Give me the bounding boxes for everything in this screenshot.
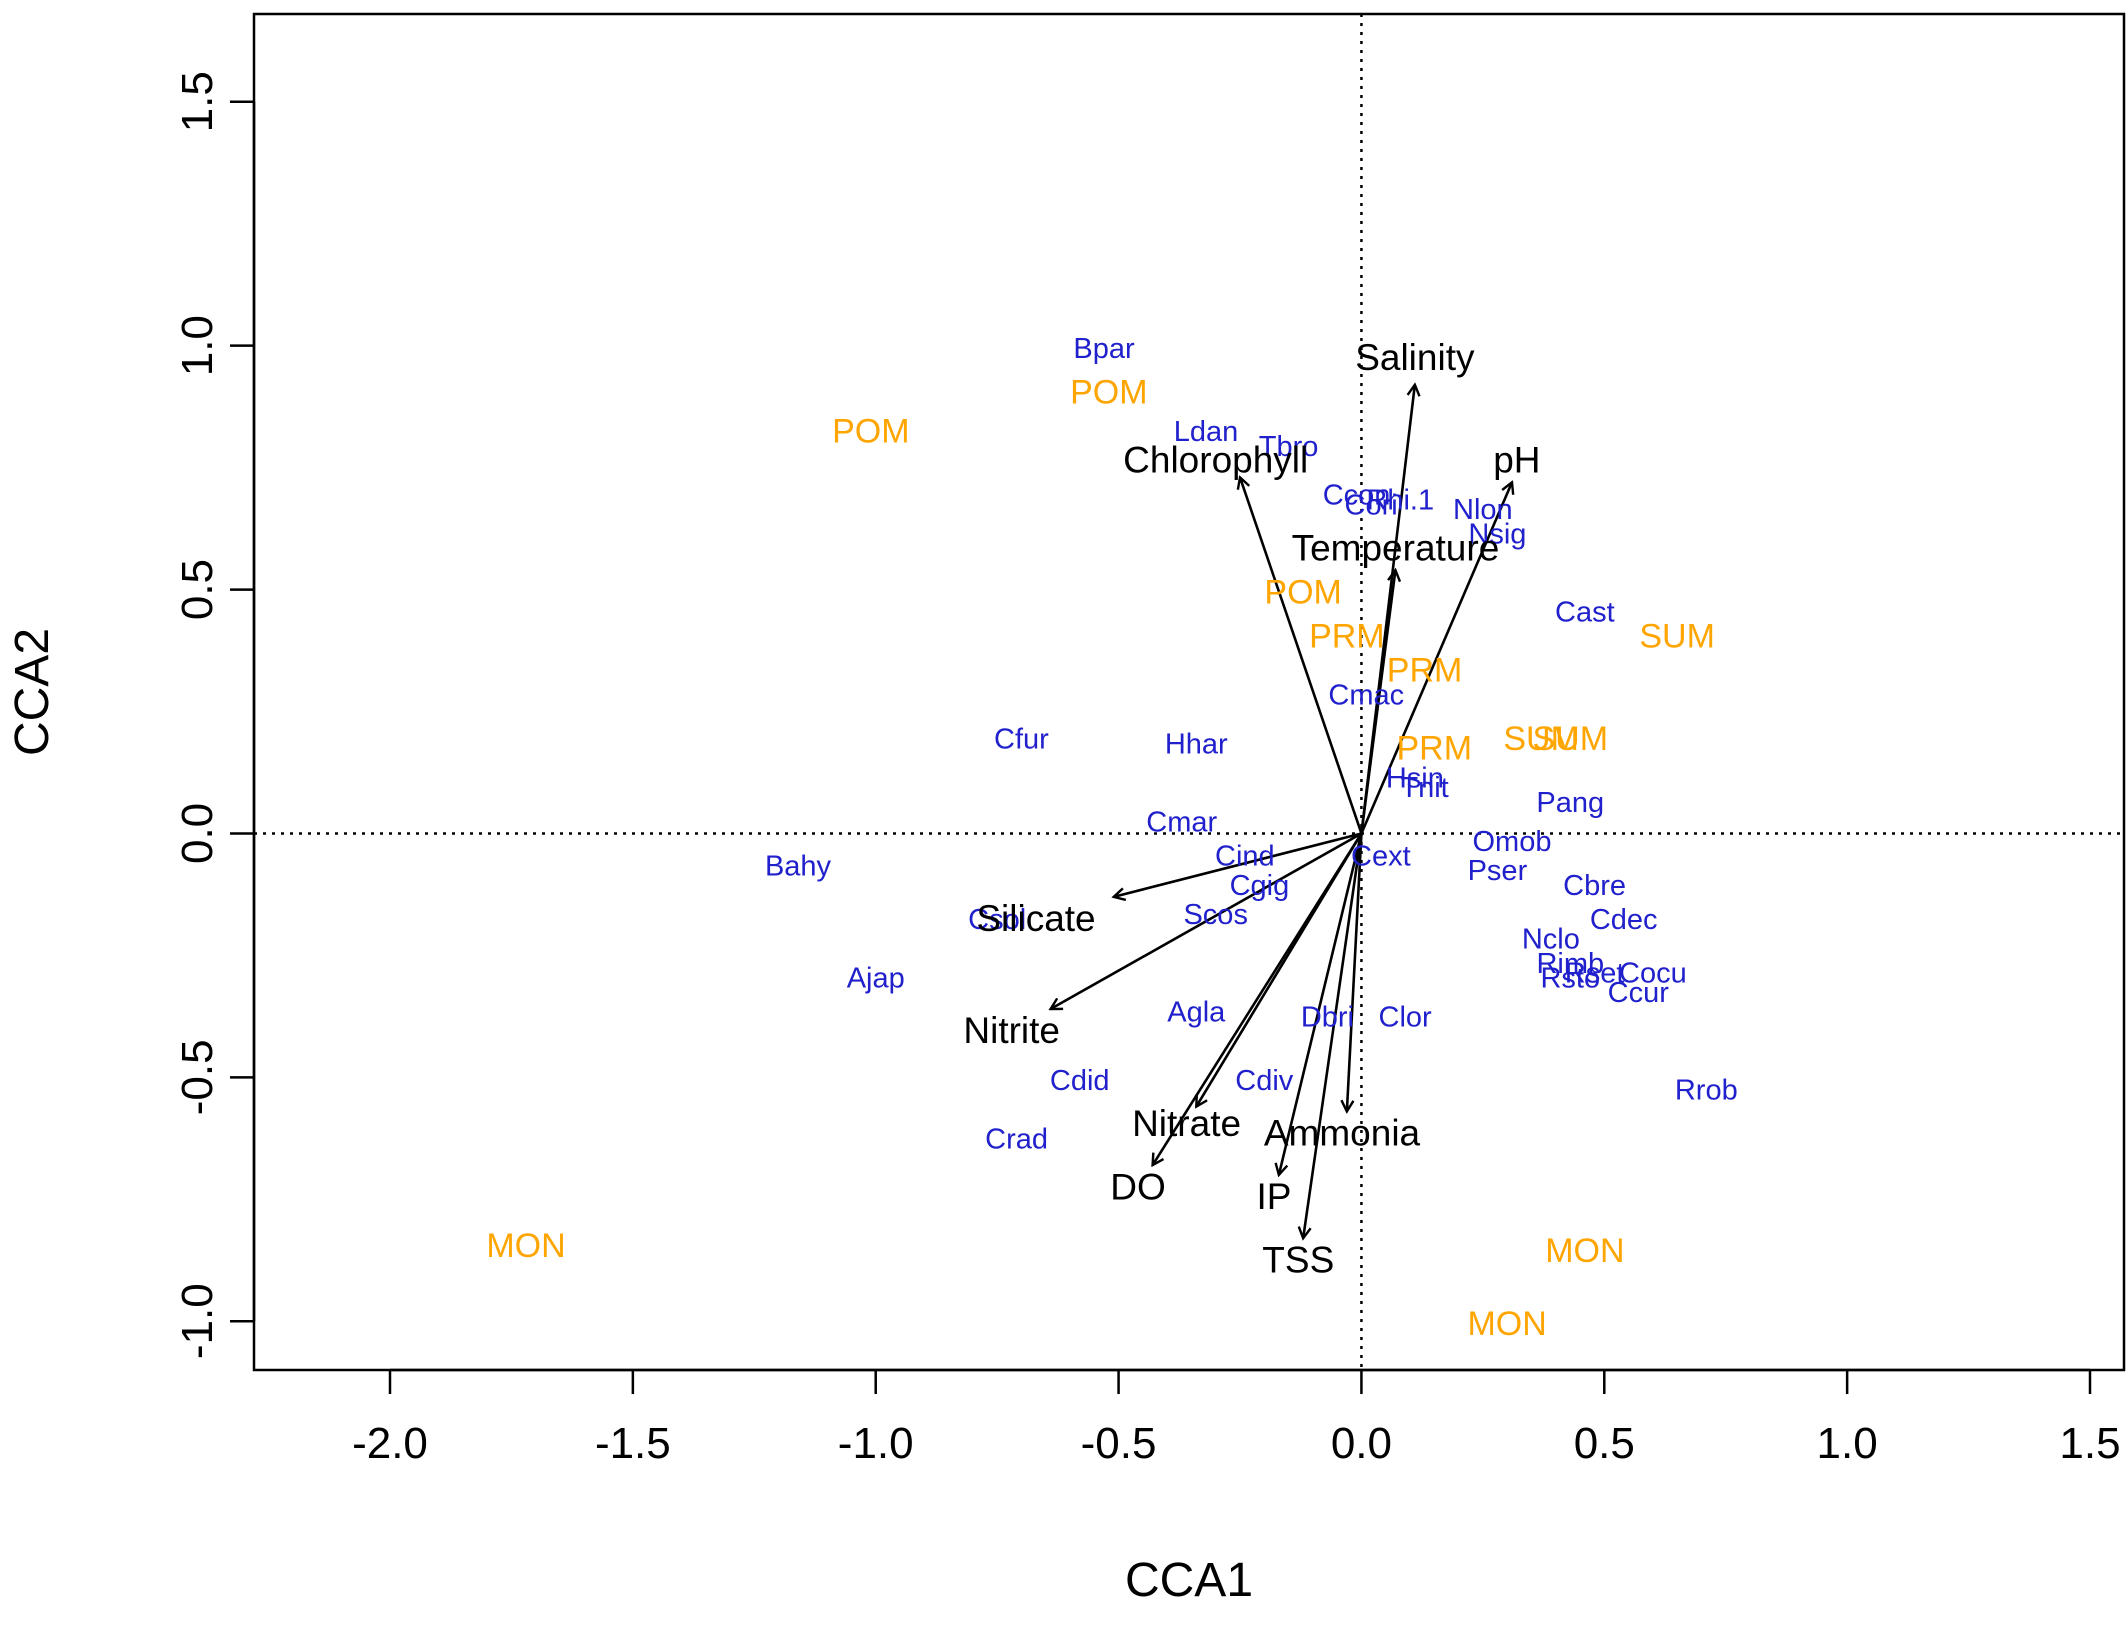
x-tick-label: -1.0 [838, 1419, 914, 1468]
env-label: TSS [1262, 1239, 1334, 1280]
species-point: Rrob [1675, 1075, 1738, 1107]
species-point: Ajap [847, 962, 905, 994]
sample-point: PRM [1387, 651, 1463, 689]
species-point: Rhi.1 [1366, 484, 1434, 516]
x-axis: -2.0 -1.5 -1.0 -0.5 0.0 0.5 1.0 1.5 [352, 1368, 2121, 1468]
species-point: Nsig [1468, 519, 1526, 551]
sample-point: SUM [1533, 720, 1609, 758]
species-point: Cmar [1146, 806, 1217, 838]
sample-point: PRM [1309, 617, 1385, 655]
env-arrow [1051, 832, 1363, 1009]
sample-point: POM [832, 412, 909, 450]
env-arrow [1279, 833, 1363, 1174]
env-arrow [1360, 570, 1395, 834]
sample-point: MON [1545, 1232, 1624, 1270]
species-point: Nlon [1453, 494, 1513, 526]
x-tick-label: 1.5 [2059, 1419, 2120, 1468]
env-arrow [1240, 477, 1363, 834]
sample-point: MON [1467, 1305, 1546, 1343]
species-point: Crad [985, 1123, 1048, 1155]
sample-point: PRM [1397, 730, 1473, 768]
species-point: Cind [1215, 840, 1275, 872]
species-point: Cfur [994, 723, 1049, 755]
species-point: Scos [1183, 899, 1247, 931]
x-tick-label: 1.0 [1817, 1419, 1878, 1468]
sample-point: POM [1264, 573, 1341, 611]
species-point: Cast [1555, 597, 1615, 629]
env-arrow [1360, 482, 1512, 834]
species-point: Csol [968, 904, 1026, 936]
species-point: Bahy [765, 850, 832, 882]
species-point: Rsto [1540, 962, 1600, 994]
reference-lines [254, 14, 2124, 1370]
sample-point: POM [1070, 373, 1147, 411]
y-axis: -1.0 -0.5 0.0 0.5 1.0 1.5 [173, 71, 256, 1359]
x-tick-label: -0.5 [1081, 1419, 1157, 1468]
species-point: Cdid [1050, 1065, 1110, 1097]
x-tick-label: -2.0 [352, 1419, 428, 1468]
species-point: Ccon [1323, 480, 1391, 512]
species-point: Agla [1167, 997, 1226, 1029]
species-point: Cmac [1328, 680, 1404, 712]
env-label: Temperature [1292, 527, 1500, 568]
env-label: IP [1257, 1176, 1292, 1217]
x-tick-label: 0.0 [1331, 1419, 1392, 1468]
env-arrow [1347, 833, 1363, 1111]
env-label: Ammonia [1264, 1113, 1421, 1154]
species-point: Cbre [1563, 870, 1626, 902]
species-point: Rset [1565, 958, 1625, 990]
species-point: Cori [1345, 489, 1398, 521]
species-point: Omob [1473, 826, 1552, 858]
sample-point: SUM [1639, 617, 1715, 655]
env-label: Chlorophyll [1123, 440, 1308, 481]
env-label: pH [1493, 440, 1540, 481]
species-point: Rimb [1536, 948, 1604, 980]
env-arrow [1153, 832, 1363, 1165]
y-tick-label: 1.5 [173, 71, 222, 132]
sample-point: SUM [1503, 720, 1579, 758]
y-tick-label: -1.0 [173, 1283, 222, 1359]
x-axis-title: CCA1 [1125, 1554, 1253, 1607]
environment-labels: Salinity pH Chlorophyll Temperature Silicate… [963, 337, 1540, 1280]
x-tick-label: -1.5 [595, 1419, 671, 1468]
y-tick-label: -0.5 [173, 1039, 222, 1115]
env-label: Silicate [976, 898, 1095, 939]
y-tick-label: 1.0 [173, 315, 222, 376]
env-label: Salinity [1355, 337, 1475, 378]
species-point: Cdec [1590, 904, 1658, 936]
env-label: DO [1110, 1166, 1166, 1207]
species-point: Cext [1351, 840, 1411, 872]
species-point: Pser [1468, 855, 1528, 887]
env-arrow [1303, 833, 1363, 1238]
species-point: Hsin [1386, 762, 1444, 794]
plot-frame [252, 12, 2126, 1372]
sample-point: MON [486, 1227, 565, 1265]
species-point: Cocu [1619, 958, 1687, 990]
environment-arrows [1051, 385, 1512, 1239]
species-point: Pang [1536, 787, 1604, 819]
y-tick-label: 0.5 [173, 559, 222, 620]
species-point: Dbri [1301, 1001, 1354, 1033]
y-tick-label: 0.0 [173, 803, 222, 864]
x-tick-label: 0.5 [1574, 1419, 1635, 1468]
species-point: Tbro [1259, 431, 1319, 463]
species-point: Hhar [1165, 728, 1228, 760]
species-point: Bpar [1073, 333, 1135, 365]
species-point: Tnit [1400, 772, 1448, 804]
env-label: Nitrate [1132, 1103, 1241, 1144]
species-point: Clor [1379, 1001, 1433, 1033]
species-point: Nclo [1522, 923, 1580, 955]
env-arrow [1114, 832, 1362, 896]
species-point: Ldan [1174, 416, 1239, 448]
species-point: Ccur [1608, 977, 1670, 1009]
species-point: Cdiv [1235, 1065, 1294, 1097]
species-point: Cgig [1230, 870, 1290, 902]
y-axis-title: CCA2 [6, 628, 59, 756]
env-label: Nitrite [963, 1010, 1060, 1051]
